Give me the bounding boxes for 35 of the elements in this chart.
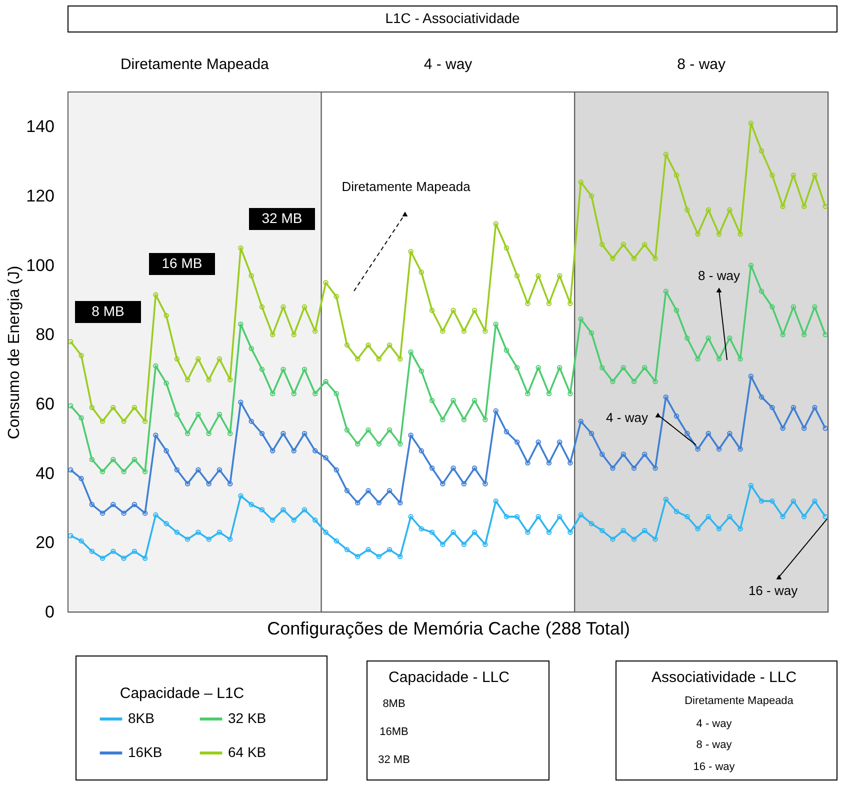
text: 16 - way [693, 761, 736, 773]
annotation: 4 - way [606, 410, 648, 425]
y-tick-label: 20 [36, 533, 54, 552]
chart-title: L1C - Associatividade [385, 10, 520, 26]
text: 8MB [382, 698, 406, 710]
y-axis-title: Consumo de Energia (J) [6, 266, 24, 440]
annotation: 8 - way [698, 268, 740, 283]
annotation: 16 - way [748, 583, 798, 598]
y-tick-label: 60 [36, 394, 54, 414]
y-tick-label: 80 [36, 325, 54, 344]
annotation: 16 MB [162, 255, 202, 271]
legend-label: 32 KB [228, 710, 266, 726]
legend-label: 16KB [128, 744, 162, 760]
y-tick-label: 40 [36, 464, 54, 483]
text: 32 MB [378, 754, 410, 766]
text: Capacidade - LLC [388, 669, 510, 686]
annotation: Diretamente Mapeada [342, 179, 472, 194]
y-tick-label: 120 [26, 186, 54, 206]
text: 4 - way [424, 56, 473, 73]
text: 16MB [380, 726, 408, 738]
text: Diretamente Mapeada [120, 56, 270, 73]
legend-label: 64 KB [228, 744, 266, 760]
legend-label: 8KB [128, 710, 154, 726]
y-tick-label: 100 [26, 256, 54, 275]
annotation: 32 MB [262, 210, 302, 226]
y-tick-label: 140 [26, 117, 54, 136]
x-axis-title: Configurações de Memória Cache (288 Total) [267, 618, 630, 638]
text: 8 - way [696, 739, 732, 751]
text: Associatividade - LLC [651, 669, 797, 686]
text: 8 - way [677, 56, 726, 73]
text: Diretamente Mapeada [684, 695, 794, 707]
annotation: 8 MB [92, 303, 124, 319]
legend-title: Capacidade – L1C [120, 685, 244, 702]
y-tick-label: 0 [45, 602, 54, 622]
text: 4 - way [696, 718, 732, 730]
